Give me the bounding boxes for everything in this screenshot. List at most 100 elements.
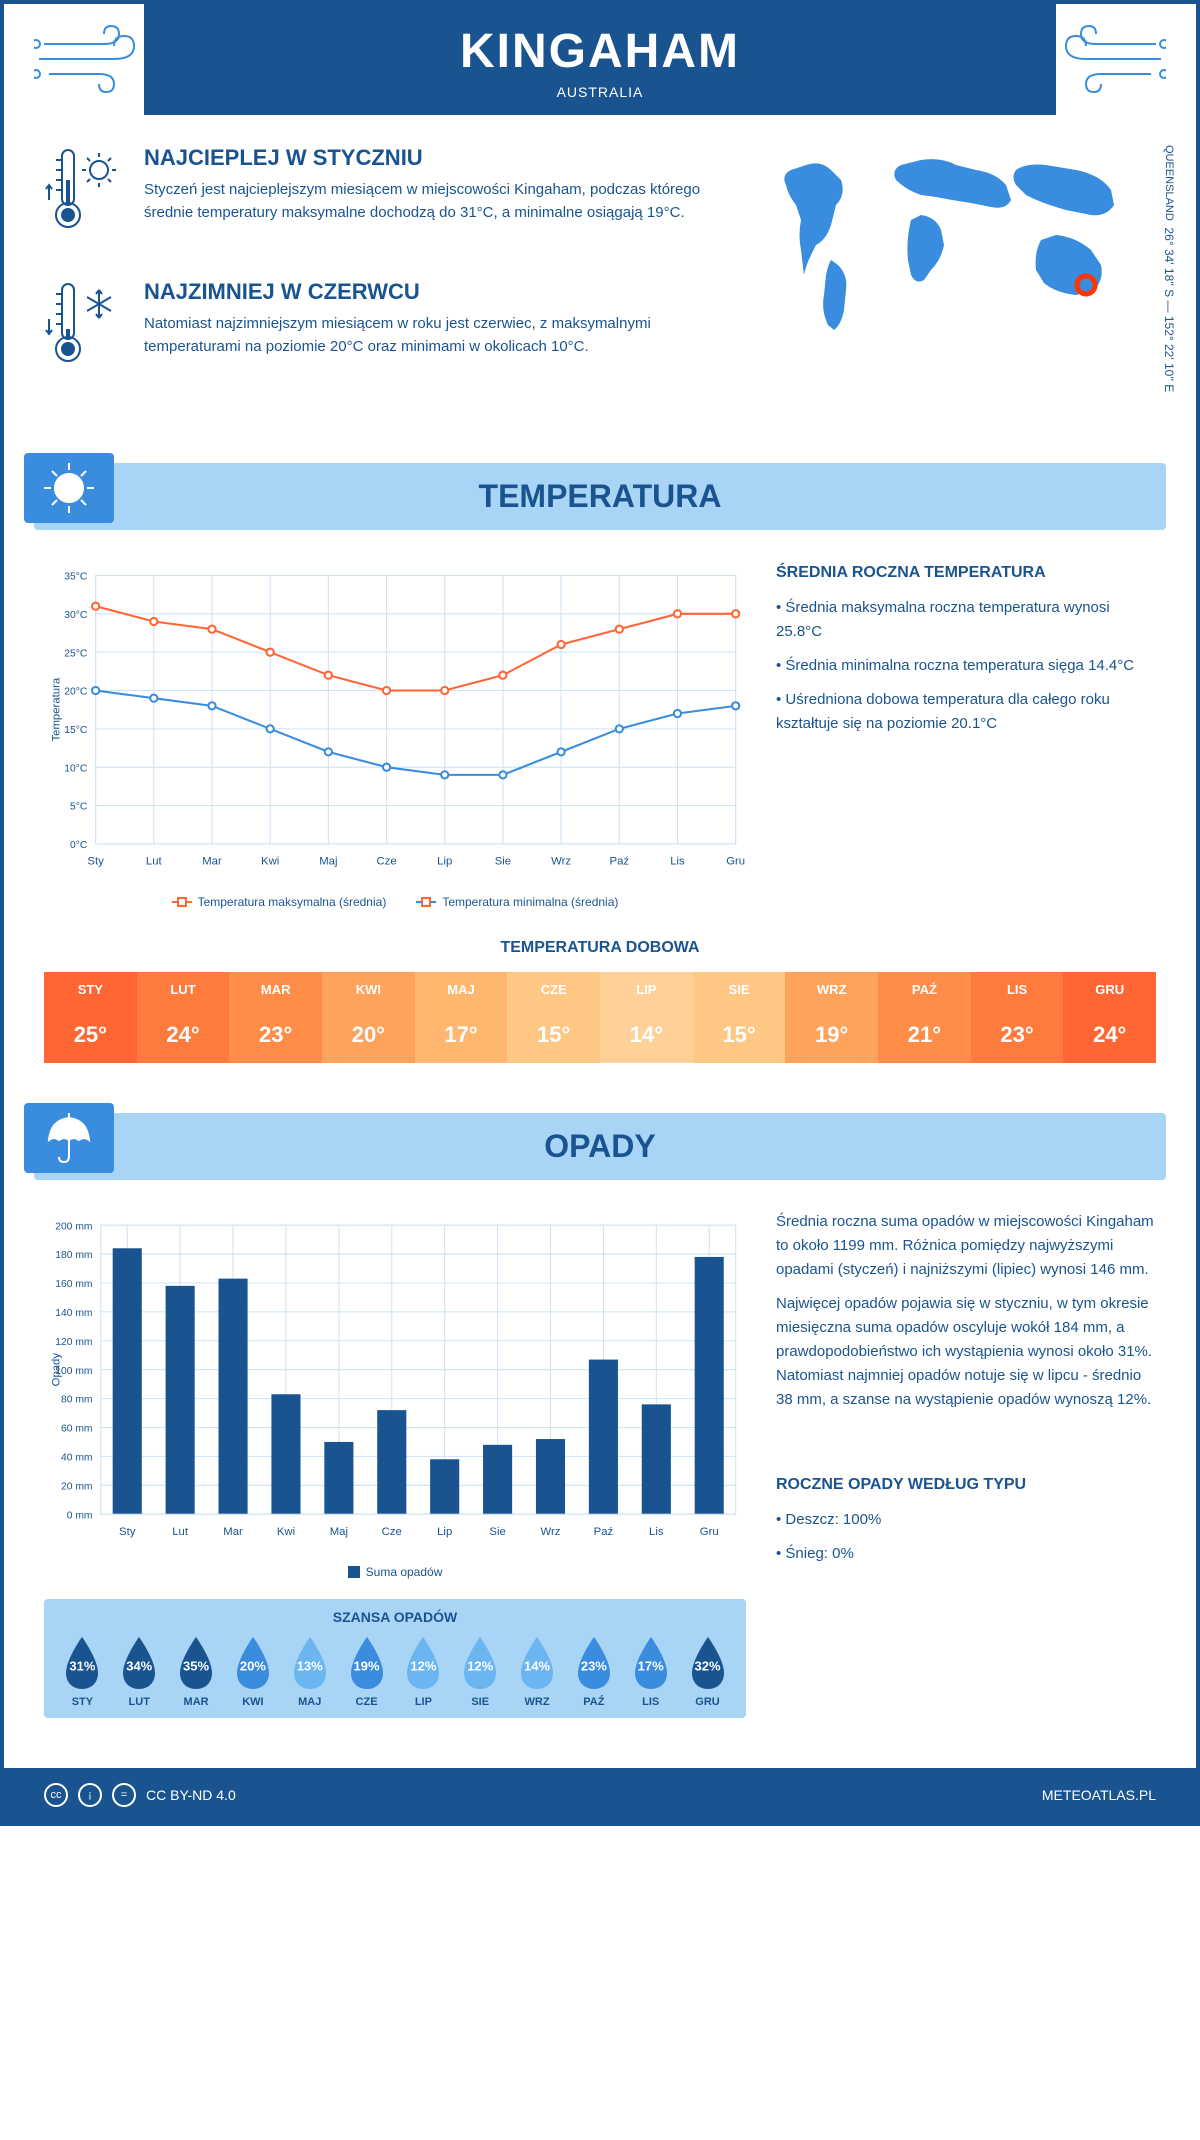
cc-icon: cc bbox=[44, 1783, 68, 1807]
wind-decoration-icon bbox=[1046, 24, 1166, 108]
page-footer: cc ¡ = CC BY-ND 4.0 METEOATLAS.PL bbox=[4, 1768, 1196, 1822]
bar-chart-legend: Suma opadów bbox=[44, 1565, 746, 1579]
location-title: KINGAHAM bbox=[144, 24, 1056, 79]
svg-text:Cze: Cze bbox=[382, 1526, 402, 1538]
svg-text:180 mm: 180 mm bbox=[55, 1250, 92, 1261]
temp-table-cell: LIP 14° bbox=[600, 972, 693, 1063]
world-map-icon bbox=[756, 145, 1136, 345]
temp-table-cell: CZE 15° bbox=[507, 972, 600, 1063]
license-label: CC BY-ND 4.0 bbox=[146, 1787, 236, 1803]
rain-chance-drop: 12% LIP bbox=[401, 1635, 445, 1708]
site-label: METEOATLAS.PL bbox=[1042, 1787, 1156, 1803]
svg-text:Kwi: Kwi bbox=[277, 1526, 295, 1538]
svg-text:Paź: Paź bbox=[594, 1526, 614, 1538]
rain-chance-drop: 34% LUT bbox=[117, 1635, 161, 1708]
svg-text:Maj: Maj bbox=[319, 856, 337, 868]
temp-table-cell: GRU 24° bbox=[1063, 972, 1156, 1063]
svg-text:Lis: Lis bbox=[670, 856, 685, 868]
svg-text:200 mm: 200 mm bbox=[55, 1221, 92, 1232]
avg-temp-title: ŚREDNIA ROCZNA TEMPERATURA bbox=[776, 560, 1156, 586]
warmest-fact: NAJCIEPLEJ W STYCZNIU Styczeń jest najci… bbox=[44, 145, 726, 249]
temp-table-cell: MAR 23° bbox=[229, 972, 322, 1063]
line-chart-legend: .legend-swatch:nth-child(1)::before{bord… bbox=[44, 895, 746, 909]
temp-table-cell: PAŹ 21° bbox=[878, 972, 971, 1063]
rain-chance-drop: 32% GRU bbox=[686, 1635, 730, 1708]
svg-text:5°C: 5°C bbox=[70, 802, 88, 813]
svg-text:Mar: Mar bbox=[202, 856, 222, 868]
coldest-text: Natomiast najzimniejszym miesiącem w rok… bbox=[144, 313, 726, 358]
temperature-section-header: TEMPERATURA bbox=[34, 463, 1166, 530]
svg-text:Sty: Sty bbox=[87, 856, 104, 868]
temp-table-cell: SIE 15° bbox=[693, 972, 786, 1063]
nd-icon: = bbox=[112, 1783, 136, 1807]
rain-chance-panel: SZANSA OPADÓW 31% STY 34% LUT 35% MAR 20… bbox=[44, 1599, 746, 1718]
svg-text:120 mm: 120 mm bbox=[55, 1337, 92, 1348]
svg-text:40 mm: 40 mm bbox=[61, 1453, 93, 1464]
rain-chance-drop: 13% MAJ bbox=[288, 1635, 332, 1708]
wind-decoration-icon bbox=[34, 24, 154, 108]
thermometer-snow-icon bbox=[44, 279, 124, 383]
svg-text:Lut: Lut bbox=[172, 1526, 189, 1538]
rain-chance-drop: 19% CZE bbox=[345, 1635, 389, 1708]
daily-temp-table: STY 25° LUT 24° MAR 23° KWI 20° MAJ 17° … bbox=[44, 972, 1156, 1063]
avg-temp-bullet: • Uśredniona dobowa temperatura dla całe… bbox=[776, 688, 1156, 736]
svg-text:15°C: 15°C bbox=[64, 725, 88, 736]
precipitation-bar-chart: 0 mm20 mm40 mm60 mm80 mm100 mm120 mm140 … bbox=[44, 1210, 746, 1550]
rain-chance-title: SZANSA OPADÓW bbox=[54, 1609, 736, 1625]
svg-text:Cze: Cze bbox=[376, 856, 396, 868]
svg-text:30°C: 30°C bbox=[64, 610, 88, 621]
rain-chance-drop: 17% LIS bbox=[629, 1635, 673, 1708]
svg-text:60 mm: 60 mm bbox=[61, 1424, 93, 1435]
rain-chance-drop: 20% KWI bbox=[231, 1635, 275, 1708]
svg-text:Sie: Sie bbox=[489, 1526, 505, 1538]
temp-table-cell: WRZ 19° bbox=[785, 972, 878, 1063]
rain-bytype-item: • Deszcz: 100% bbox=[776, 1508, 1156, 1532]
svg-text:Gru: Gru bbox=[700, 1526, 719, 1538]
country-subtitle: AUSTRALIA bbox=[144, 84, 1056, 100]
svg-text:Paź: Paź bbox=[610, 856, 630, 868]
warmest-text: Styczeń jest najcieplejszym miesiącem w … bbox=[144, 179, 726, 224]
svg-text:10°C: 10°C bbox=[64, 763, 88, 774]
svg-text:Sty: Sty bbox=[119, 1526, 136, 1538]
warmest-title: NAJCIEPLEJ W STYCZNIU bbox=[144, 145, 726, 171]
svg-text:Temperatura: Temperatura bbox=[50, 677, 62, 741]
coldest-fact: NAJZIMNIEJ W CZERWCU Natomiast najzimnie… bbox=[44, 279, 726, 383]
svg-text:Wrz: Wrz bbox=[541, 1526, 561, 1538]
temp-table-cell: KWI 20° bbox=[322, 972, 415, 1063]
rain-chance-drop: 12% SIE bbox=[458, 1635, 502, 1708]
svg-text:Lut: Lut bbox=[146, 856, 163, 868]
rain-paragraph: Najwięcej opadów pojawia się w styczniu,… bbox=[776, 1292, 1156, 1412]
svg-text:Lip: Lip bbox=[437, 1526, 452, 1538]
daily-temp-title: TEMPERATURA DOBOWA bbox=[4, 939, 1196, 957]
rain-chance-drop: 23% PAŹ bbox=[572, 1635, 616, 1708]
svg-text:Kwi: Kwi bbox=[261, 856, 279, 868]
svg-text:Wrz: Wrz bbox=[551, 856, 571, 868]
umbrella-icon bbox=[24, 1103, 114, 1173]
svg-text:Maj: Maj bbox=[330, 1526, 348, 1538]
temp-table-cell: STY 25° bbox=[44, 972, 137, 1063]
coldest-title: NAJZIMNIEJ W CZERWCU bbox=[144, 279, 726, 305]
svg-text:Sie: Sie bbox=[495, 856, 511, 868]
svg-text:Opady: Opady bbox=[50, 1353, 62, 1387]
coordinates-label: QUEENSLAND 26° 34' 18'' S — 152° 22' 10'… bbox=[1162, 145, 1176, 392]
svg-text:160 mm: 160 mm bbox=[55, 1279, 92, 1290]
thermometer-sun-icon bbox=[44, 145, 124, 249]
svg-text:Lip: Lip bbox=[437, 856, 452, 868]
avg-temp-bullet: • Średnia maksymalna roczna temperatura … bbox=[776, 596, 1156, 644]
svg-text:Gru: Gru bbox=[726, 856, 745, 868]
svg-text:0°C: 0°C bbox=[70, 840, 88, 851]
sun-icon bbox=[24, 453, 114, 523]
temp-table-cell: MAJ 17° bbox=[415, 972, 508, 1063]
svg-text:Lis: Lis bbox=[649, 1526, 664, 1538]
svg-text:140 mm: 140 mm bbox=[55, 1308, 92, 1319]
svg-text:0 mm: 0 mm bbox=[67, 1510, 93, 1521]
svg-text:20 mm: 20 mm bbox=[61, 1481, 93, 1492]
temp-table-cell: LUT 24° bbox=[137, 972, 230, 1063]
svg-text:Mar: Mar bbox=[223, 1526, 243, 1538]
rain-paragraph: Średnia roczna suma opadów w miejscowośc… bbox=[776, 1210, 1156, 1282]
svg-text:35°C: 35°C bbox=[64, 572, 88, 583]
temp-table-cell: LIS 23° bbox=[971, 972, 1064, 1063]
temperature-line-chart: 0°C5°C10°C15°C20°C25°C30°C35°CStyLutMarK… bbox=[44, 560, 746, 880]
rain-chance-drop: 35% MAR bbox=[174, 1635, 218, 1708]
avg-temp-bullet: • Średnia minimalna roczna temperatura s… bbox=[776, 654, 1156, 678]
